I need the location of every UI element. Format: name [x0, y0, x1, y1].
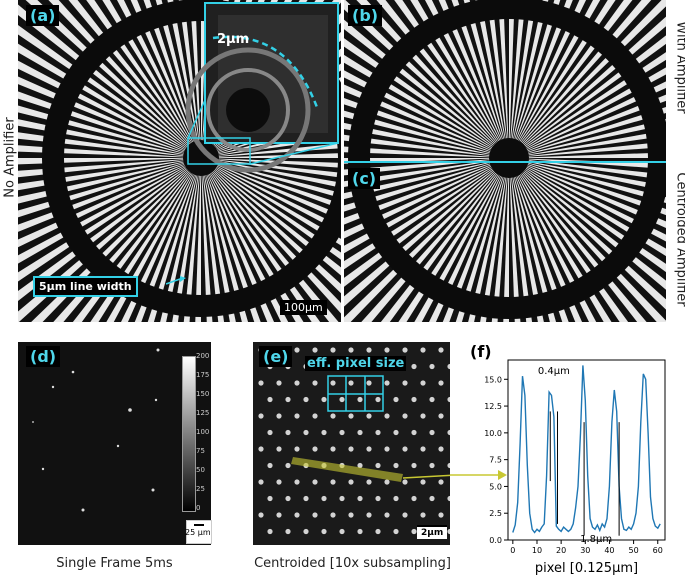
siemens-star-bc [249, 0, 685, 418]
colorbar-tick: 150 [196, 390, 210, 398]
line-width-label: 5µm line width [33, 276, 138, 297]
y-tick-label: 2.5 [489, 509, 502, 518]
colorbar-tick: 50 [196, 466, 205, 474]
x-tick-label: 40 [604, 546, 614, 555]
x-tick-label: 60 [653, 546, 663, 555]
panel-b-tag: (b) [348, 5, 383, 26]
colorbar-tick: 175 [196, 371, 210, 379]
panel-c-tag: (c) [348, 168, 381, 189]
colorbar [182, 356, 196, 512]
no-amplifier-label: No Amplifier [2, 117, 18, 198]
eff-pixel-label: eff. pixel size [305, 356, 407, 371]
x-tick-label: 0 [510, 546, 515, 555]
colorbar-tick: 75 [196, 447, 205, 455]
panel-e-scalebar: 2µm [417, 525, 448, 539]
colorbar-tick: 0 [196, 504, 201, 512]
panel-d-tag: (d) [26, 346, 61, 367]
colorbar-tick: 25 [196, 485, 205, 493]
panel-bc-image [249, 0, 685, 418]
panel-d-scale-label: 25 µm [185, 528, 211, 537]
y-tick-label: 0.0 [489, 536, 502, 545]
centroided-amplifier-label: Centroided Amplifier [673, 172, 685, 307]
panel-a-scalebar: 100µm [280, 300, 327, 315]
profile-chart: 0 10 20 30 40 50 60 0.0 2.5 5.0 7.5 10.0 12.5 15.0 pix… [484, 359, 666, 576]
colorbar-tick: 100 [196, 428, 210, 436]
panel-d-scalebar: 25 µm [185, 520, 212, 544]
panel-e-image [253, 342, 459, 545]
colorbar-tick: 200 [196, 352, 210, 360]
inset-scale-label: 2µm [217, 32, 250, 47]
single-frame-image [18, 342, 211, 545]
x-axis-label: pixel [0.125µm] [535, 561, 638, 576]
plot-frame [507, 359, 666, 541]
colorbar-ticks: 200 175 150 125 100 75 50 25 0 [196, 352, 214, 512]
centroided-image [253, 342, 459, 545]
with-amplifier-label: With Amplifier [673, 21, 685, 114]
panel-e-tag: (e) [259, 346, 293, 367]
panel-f-tag: (f) [470, 342, 492, 361]
colorbar-tick: 125 [196, 409, 210, 417]
x-tick-label: 10 [532, 546, 542, 555]
siemens-star-a [0, 0, 461, 418]
y-tick-label: 15.0 [484, 375, 502, 384]
panel-d-image [18, 342, 211, 545]
annotation-label: 1.8µm [580, 534, 612, 545]
y-tick-label: 5.0 [489, 482, 502, 491]
x-tick-label: 50 [629, 546, 639, 555]
x-tick-label: 30 [580, 546, 590, 555]
caption-d: Single Frame 5ms [56, 556, 173, 571]
x-tick-label: 20 [556, 546, 566, 555]
caption-e: Centroided [10x subsampling] [254, 556, 451, 571]
y-tick-label: 12.5 [484, 402, 502, 411]
panel-a-image [0, 0, 461, 418]
series-line-0 [512, 365, 661, 534]
y-tick-label: 7.5 [489, 456, 502, 465]
panel-a-tag: (a) [26, 5, 60, 26]
annotation-label: 0.4µm [538, 366, 570, 377]
profile-arrow [450, 470, 507, 480]
y-tick-label: 10.0 [484, 429, 502, 438]
